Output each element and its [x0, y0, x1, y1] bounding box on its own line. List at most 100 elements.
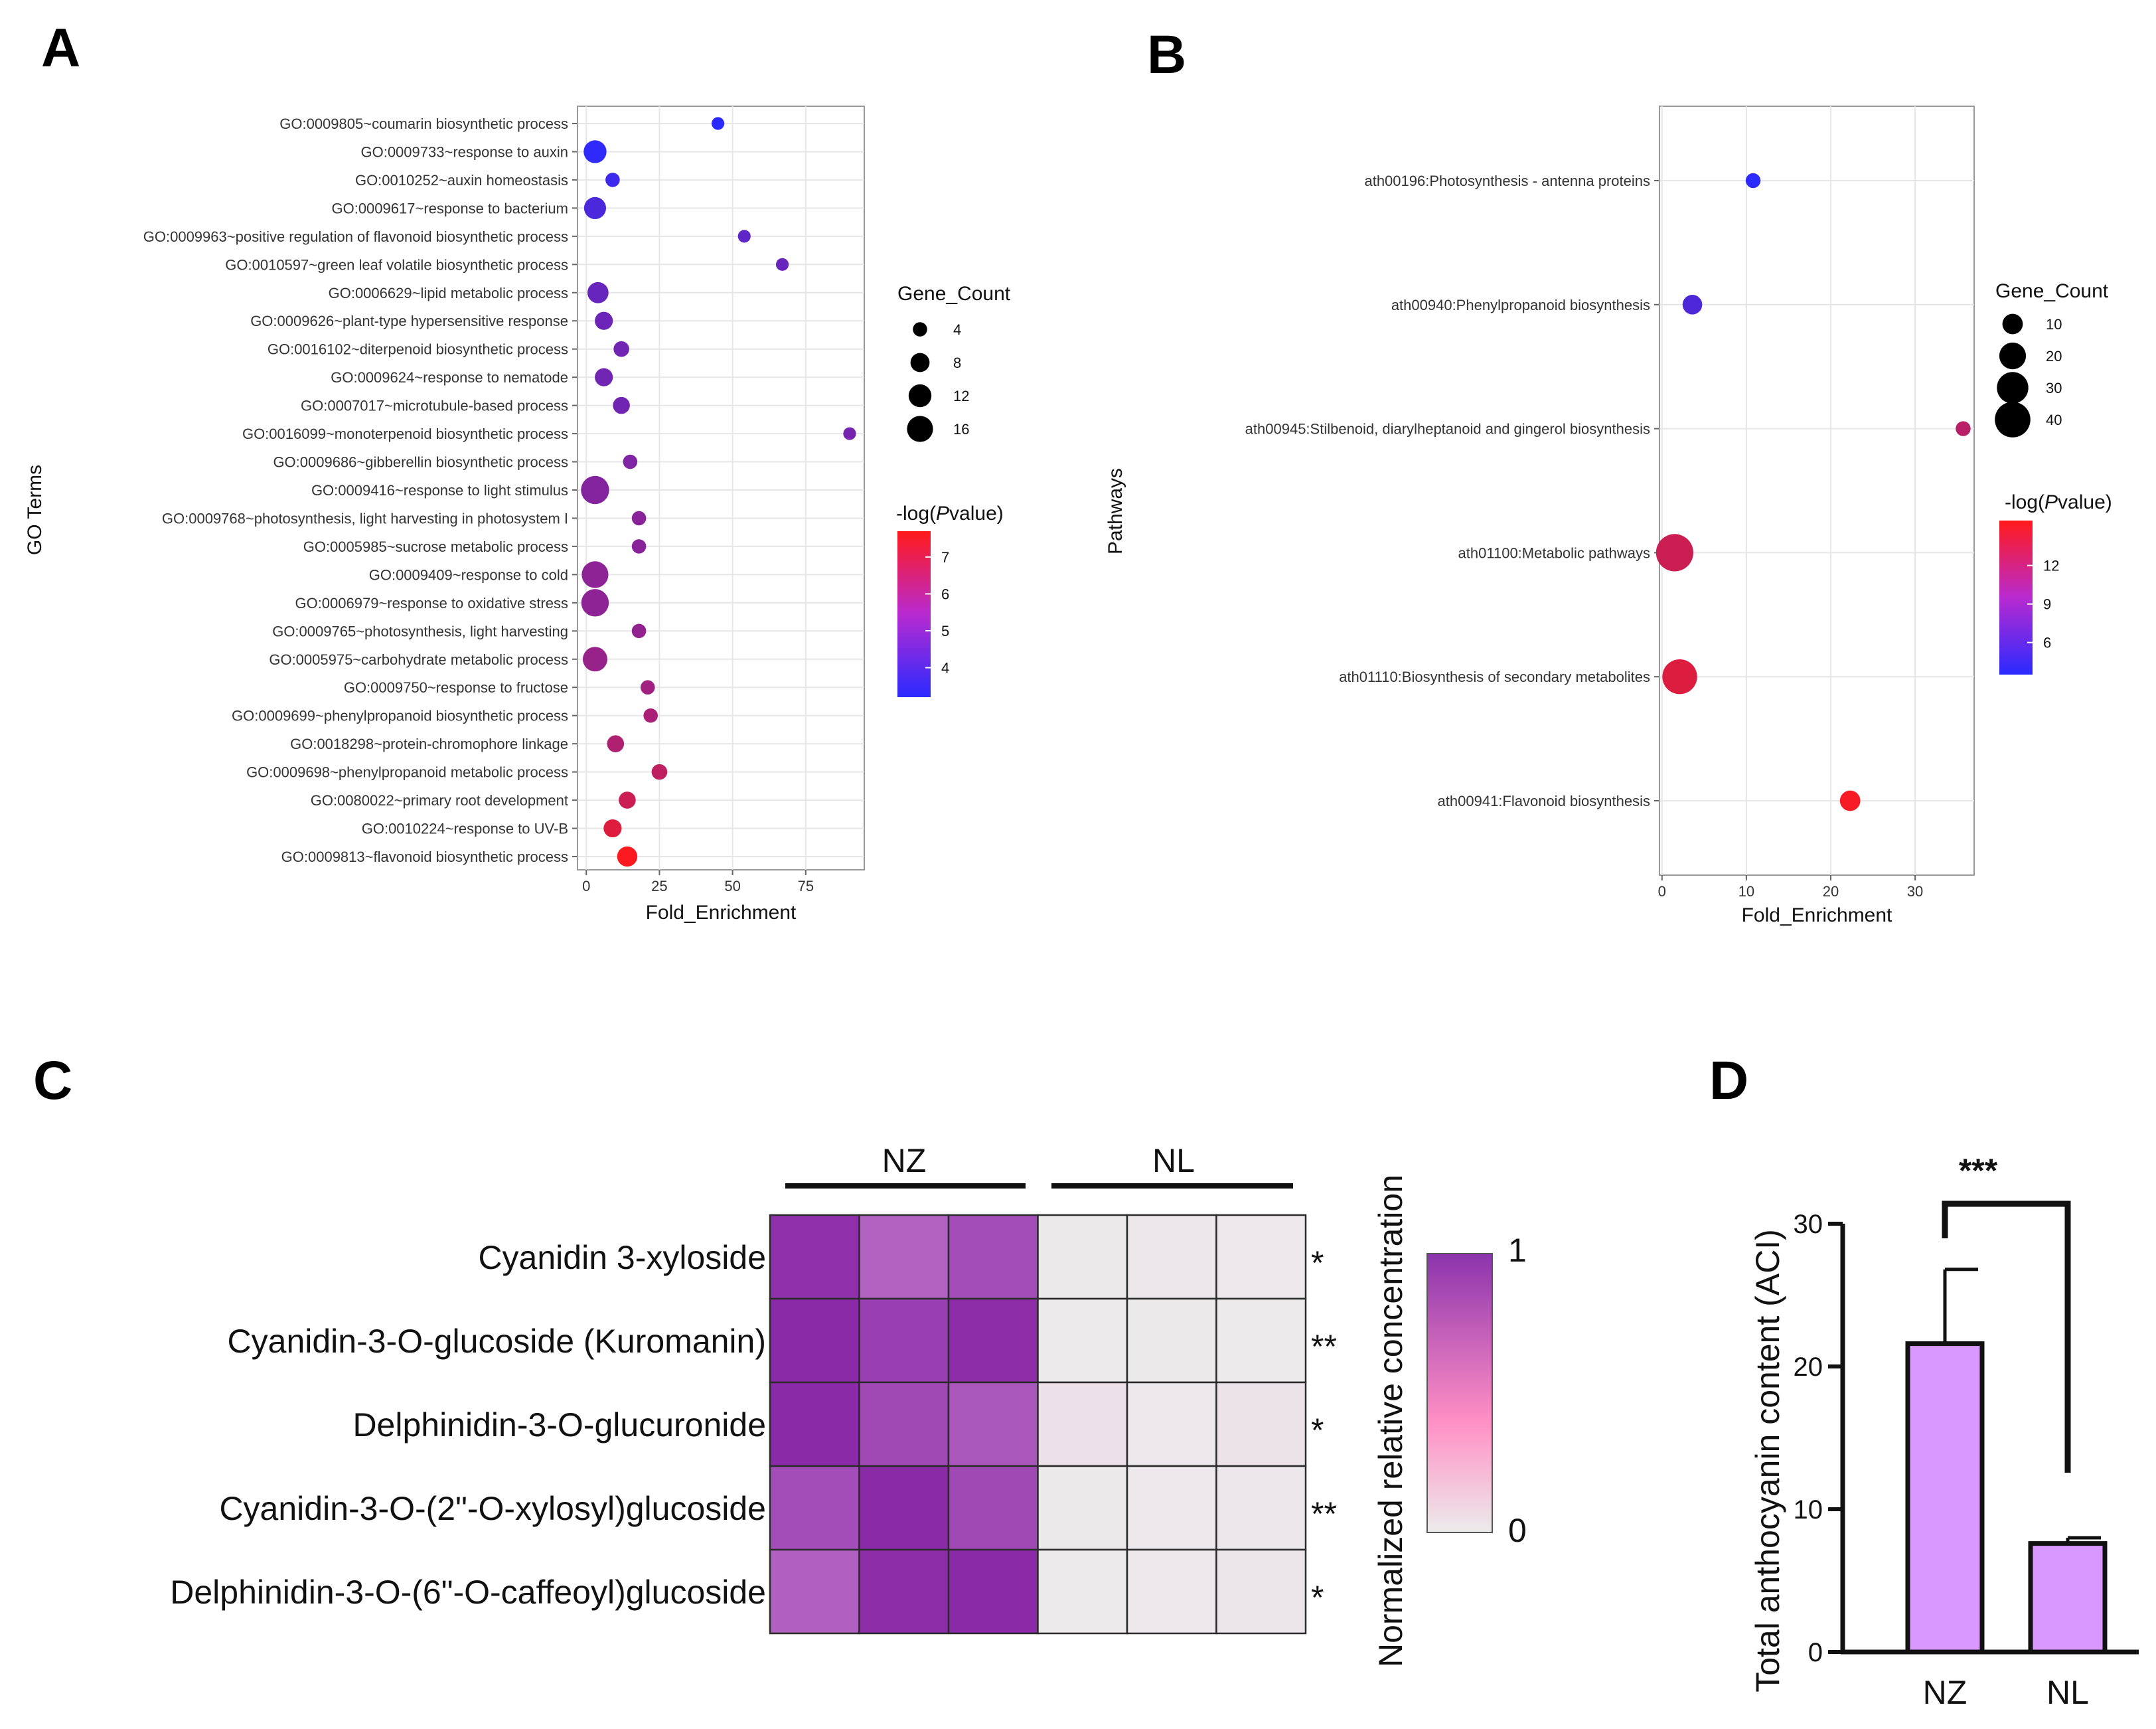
- enrichment-point: [1956, 421, 1971, 436]
- size-legend-dot: [2002, 313, 2023, 335]
- enrichment-point: [843, 427, 856, 440]
- heatmap-cell: [858, 1548, 950, 1635]
- heatmap-cell: [1037, 1548, 1128, 1635]
- enrichment-point: [603, 819, 622, 838]
- kegg-color-legend-title-p: P: [2044, 491, 2058, 513]
- kegg-y-axis-title: Pathways: [1105, 468, 1126, 554]
- heatmap-cell: [947, 1381, 1039, 1467]
- heatmap-colorbar-min: 0: [1508, 1512, 1527, 1549]
- heatmap-cell: [1037, 1214, 1128, 1300]
- kegg-pathway-labels: ath00196:Photosynthesis - antenna protei…: [1245, 173, 1659, 809]
- category-label: GO:0009963~positive regulation of flavon…: [143, 228, 568, 245]
- heatmap-cell: [1126, 1214, 1217, 1300]
- kegg-plot-frame: [1659, 106, 1975, 876]
- x-tick-label: 10: [1738, 883, 1754, 900]
- go-x-axis-title: Fold_Enrichment: [646, 902, 797, 924]
- go-size-legend-title: Gene_Count: [897, 283, 1011, 305]
- enrichment-point: [1656, 534, 1693, 572]
- category-label: GO:0009626~plant-type hypersensitive res…: [250, 313, 568, 329]
- chart-total-anthocyanin: 0 10 20 30 NZ NL Total anthocyanin content (…: [1749, 1152, 2139, 1711]
- category-label: GO:0006979~response to oxidative stress: [295, 595, 568, 612]
- category-label: GO:0009805~coumarin biosynthetic process: [279, 116, 568, 132]
- category-label: GO:0005975~carbohydrate metabolic proces…: [269, 651, 568, 668]
- x-tick-label: 75: [798, 878, 814, 894]
- category-label: ath00941:Flavonoid biosynthesis: [1438, 793, 1650, 809]
- size-legend-label: 4: [953, 321, 961, 338]
- enrichment-point: [651, 764, 668, 780]
- color-legend-label: 9: [2043, 596, 2051, 613]
- enrichment-point: [613, 396, 630, 414]
- color-legend-label: 6: [2043, 635, 2051, 651]
- category-label: GO:0009699~phenylpropanoid biosynthetic …: [232, 708, 568, 724]
- heatmap-cell: [947, 1214, 1039, 1300]
- enrichment-point: [605, 173, 620, 187]
- heatmap-cell: [769, 1214, 860, 1300]
- kegg-size-legend: Gene_Count 10 20 30 40: [1995, 280, 2109, 438]
- bar: [1905, 1341, 1985, 1655]
- enrichment-point: [640, 680, 655, 695]
- go-points: [581, 117, 856, 867]
- enrichment-point: [587, 282, 609, 303]
- enrichment-point: [581, 475, 609, 505]
- color-legend-bar: [897, 531, 931, 697]
- heatmap-cell: [769, 1548, 860, 1635]
- size-legend-label: 20: [2046, 348, 2062, 365]
- heatmap-colorbar: [1426, 1253, 1493, 1533]
- panel-letter-a: A: [41, 18, 80, 78]
- heatmap-significance: *: [1311, 1412, 1324, 1449]
- heatmap-cell: [1126, 1297, 1217, 1384]
- go-plot-frame: [577, 106, 865, 870]
- category-label: ath01110:Biosynthesis of secondary metab…: [1339, 669, 1650, 685]
- heatmap-row-label: Cyanidin-3-O-glucoside (Kuromanin): [228, 1323, 766, 1360]
- category-label: GO:0009768~photosynthesis, light harvest…: [162, 510, 568, 527]
- kegg-x-ticks: 0 10 20 30: [1658, 875, 1923, 900]
- heatmap-cell: [1126, 1381, 1217, 1467]
- heatmap-row-label: Cyanidin-3-O-(2"-O-xylosyl)glucoside: [219, 1490, 766, 1527]
- size-legend-label: 16: [953, 421, 969, 438]
- enrichment-point: [583, 197, 607, 219]
- x-tick-label: 30: [1907, 883, 1923, 900]
- category-label: GO:0009409~response to cold: [369, 566, 568, 583]
- x-tick-label: 25: [651, 878, 667, 894]
- category-label: GO:0009617~response to bacterium: [331, 200, 568, 216]
- category-label: GO:0010252~auxin homeostasis: [355, 172, 568, 189]
- size-legend-label: 40: [2046, 412, 2062, 428]
- enrichment-point: [1682, 295, 1703, 315]
- category-label: GO:0007017~microtubule-based process: [301, 398, 568, 414]
- enrichment-point: [1662, 659, 1697, 695]
- x-tick-label: 20: [1823, 883, 1839, 900]
- category-label: GO:0006629~lipid metabolic process: [329, 285, 568, 301]
- chart-anthocyanin-heatmap: NZ NL Cyanidin 3-xyloside Cyanidin-3-O-gl…: [170, 1142, 1527, 1667]
- size-legend-dot: [913, 322, 927, 337]
- bar-y-axis-title: Total anthocyanin content (ACI): [1749, 1229, 1786, 1692]
- size-legend-label: 10: [2046, 316, 2062, 333]
- heatmap-row-labels: Cyanidin 3-xyloside Cyanidin-3-O-glucosid…: [170, 1239, 766, 1611]
- heatmap-cell: [1126, 1548, 1217, 1635]
- heatmap-cell: [858, 1381, 950, 1467]
- category-label: ath00940:Phenylpropanoid biosynthesis: [1391, 297, 1650, 313]
- panel-letter-c: C: [33, 1050, 72, 1111]
- color-legend-label: 4: [941, 660, 949, 677]
- heatmap-colorbar-label: Normalized relative concentration: [1372, 1175, 1409, 1667]
- heatmap-cell: [1215, 1381, 1307, 1467]
- category-label: GO:0010224~response to UV-B: [362, 821, 568, 837]
- panel-letter-d: D: [1709, 1050, 1748, 1111]
- bar-y-tick-label: 20: [1794, 1353, 1823, 1382]
- color-legend-label: 6: [941, 586, 949, 602]
- heatmap-cells: [769, 1214, 1307, 1635]
- go-term-labels: GO:0009805~coumarin biosynthetic process…: [143, 116, 578, 865]
- category-label: GO:0010597~green leaf volatile biosynthe…: [225, 256, 568, 273]
- bar-significance-bracket: [1942, 1200, 2071, 1473]
- category-label: GO:0016102~diterpenoid biosynthetic proc…: [268, 341, 568, 358]
- heatmap-cell: [858, 1297, 950, 1384]
- heatmap-significance: *: [1311, 1579, 1324, 1616]
- kegg-color-legend-title: -log(Pvalue): [2005, 491, 2112, 513]
- size-legend-label: 8: [953, 355, 961, 371]
- enrichment-point: [623, 454, 638, 469]
- bar-y-tick-label: 10: [1794, 1495, 1823, 1524]
- bar-y-tick-label: 30: [1794, 1210, 1823, 1239]
- category-label: GO:0009698~phenylpropanoid metabolic pro…: [246, 764, 568, 781]
- heatmap-cell: [1215, 1465, 1307, 1551]
- size-legend-label: 12: [953, 388, 969, 404]
